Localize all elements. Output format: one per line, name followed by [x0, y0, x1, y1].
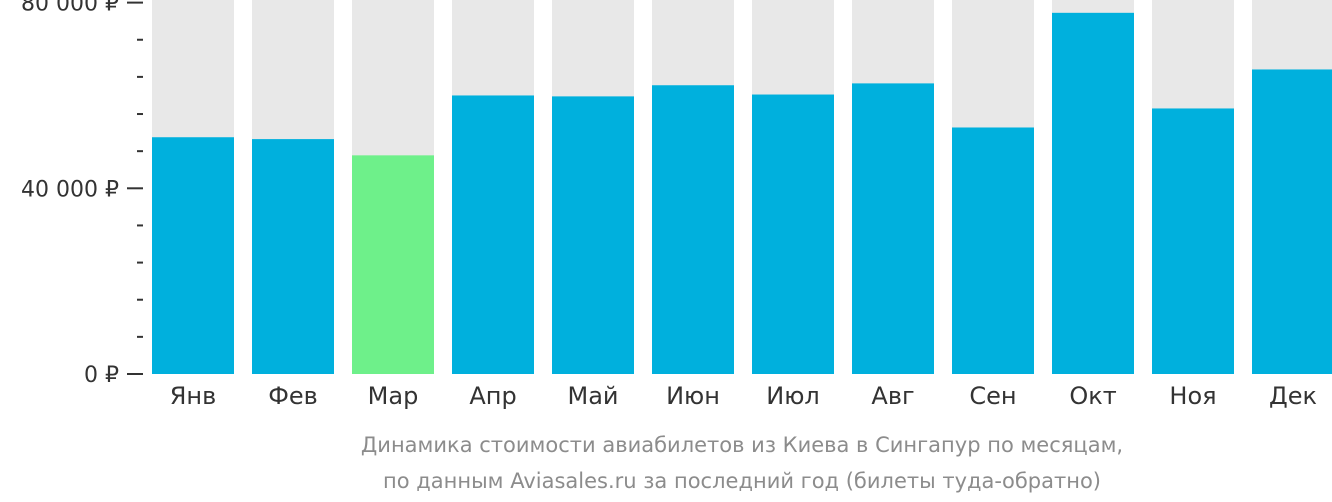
x-tick-label-11: Ноя: [1169, 382, 1216, 410]
x-tick-label-8: Авг: [871, 382, 914, 410]
x-tick-label-7: Июл: [766, 382, 820, 410]
bar-12[interactable]: [1252, 69, 1332, 374]
x-tick-label-10: Окт: [1069, 382, 1116, 410]
bar-6[interactable]: [652, 85, 734, 374]
bar-1[interactable]: [152, 137, 234, 374]
x-tick-label-2: Фев: [268, 382, 318, 410]
bar-9[interactable]: [952, 127, 1034, 374]
x-tick-label-6: Июн: [666, 382, 720, 410]
x-tick-label-4: Апр: [469, 382, 516, 410]
data-bars: [152, 12, 1332, 375]
y-axis: 80 000 ₽ 40 000 ₽ 0 ₽: [21, 0, 143, 388]
bar-10[interactable]: [1052, 12, 1134, 374]
x-tick-label-12: Дек: [1269, 382, 1317, 410]
x-tick-label-9: Сен: [969, 382, 1016, 410]
bar-11[interactable]: [1152, 108, 1234, 374]
y-tick-label-3: 0 ₽: [84, 363, 119, 388]
bar-8[interactable]: [852, 83, 934, 374]
x-tick-label-1: Янв: [170, 382, 217, 410]
caption-line-1: Динамика стоимости авиабилетов из Киева …: [361, 433, 1123, 457]
bar-2[interactable]: [252, 139, 334, 374]
y-tick-label-1: 80 000 ₽: [21, 0, 119, 17]
bar-7[interactable]: [752, 94, 834, 374]
bar-5[interactable]: [552, 96, 634, 375]
bar-4[interactable]: [452, 95, 534, 375]
x-axis-labels: Янв Фев Мар Апр Май Июн Июл Авг Сен Окт Ноя Дек: [170, 382, 1317, 410]
y-tick-label-2: 40 000 ₽: [21, 177, 119, 202]
bar-3[interactable]: [352, 155, 434, 374]
caption-line-2: по данным Aviasales.ru за последний год …: [383, 469, 1101, 493]
x-tick-label-5: Май: [567, 382, 618, 410]
x-tick-label-3: Мар: [368, 382, 419, 410]
